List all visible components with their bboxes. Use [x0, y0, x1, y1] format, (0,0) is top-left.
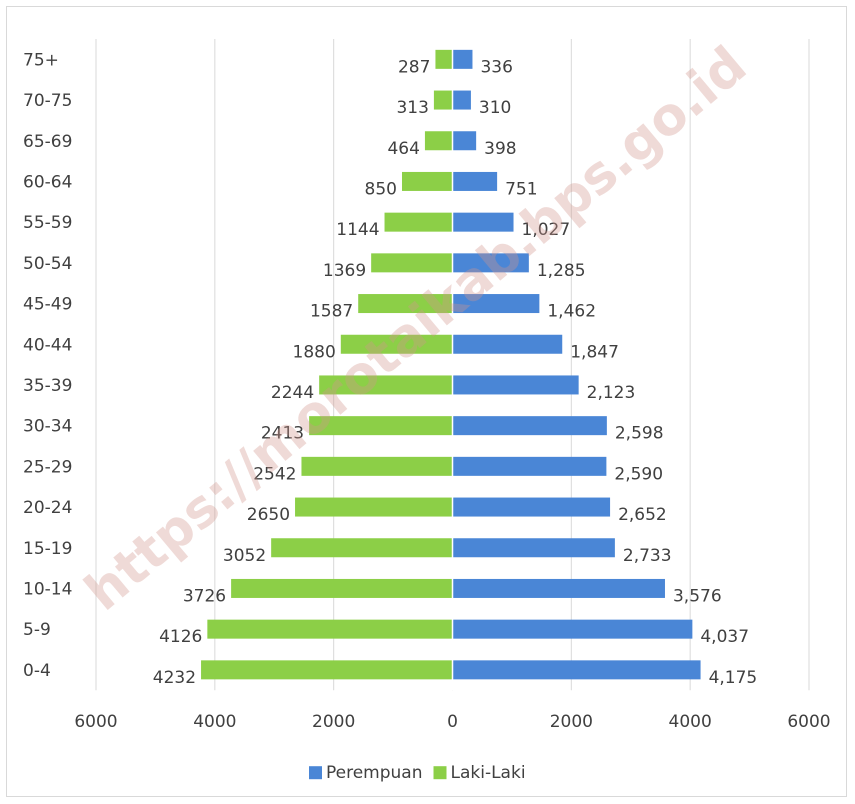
value-labels: 4,175 4232 4,037 4126 3,576 3726 2,733 3052 2,65… — [153, 57, 758, 688]
x-tick-label: 6000 — [74, 712, 117, 732]
value-label-left: 1880 — [293, 342, 336, 362]
value-label-left: 2244 — [271, 383, 314, 403]
population-pyramid-chart: 0-4 5-9 10-14 15-19 20-24 25-29 30-34 35-39 40-4… — [23, 35, 831, 783]
value-label-left: 850 — [365, 179, 397, 199]
legend: Perempuan Laki-Laki — [309, 763, 526, 783]
bar-perempuan — [452, 456, 607, 476]
category-label: 60-64 — [23, 172, 72, 192]
value-label-left: 3726 — [183, 586, 226, 606]
category-label: 15-19 — [23, 539, 72, 559]
value-label-left: 4126 — [159, 627, 202, 647]
value-label-right: 336 — [480, 57, 512, 77]
watermark-text: https://morotaikab.bps.go.id — [74, 35, 758, 622]
category-label: 20-24 — [23, 498, 72, 518]
bar-perempuan — [452, 49, 473, 69]
value-label-left: 1587 — [310, 302, 353, 322]
value-label-right: 2,123 — [587, 383, 636, 403]
bar-perempuan — [452, 375, 579, 395]
value-label-left: 287 — [398, 57, 430, 77]
category-label: 35-39 — [23, 376, 72, 396]
value-label-right: 1,847 — [570, 342, 619, 362]
value-label-right: 2,652 — [618, 505, 667, 525]
category-label: 65-69 — [23, 132, 72, 152]
bar-laki-laki — [319, 375, 453, 395]
category-label: 5-9 — [23, 620, 51, 640]
bar-laki-laki — [231, 578, 453, 598]
x-tick-label: 2000 — [312, 712, 355, 732]
value-label-right: 1,027 — [522, 220, 571, 240]
value-label-left: 3052 — [223, 546, 266, 566]
value-label-right: 4,037 — [700, 627, 749, 647]
bar-perempuan — [452, 294, 540, 314]
bar-perempuan — [452, 334, 563, 354]
category-label: 75+ — [23, 50, 59, 70]
bar-laki-laki — [301, 456, 453, 476]
bar-laki-laki — [295, 497, 453, 517]
value-label-right: 398 — [484, 139, 516, 159]
value-label-left: 313 — [396, 98, 428, 118]
bar-perempuan — [452, 253, 529, 273]
category-labels: 0-4 5-9 10-14 15-19 20-24 25-29 30-34 35-39 40-4… — [23, 50, 72, 681]
category-label: 45-49 — [23, 295, 72, 315]
x-tick-labels: 6000 4000 2000 0 2000 4000 6000 — [74, 712, 830, 732]
category-label: 50-54 — [23, 254, 72, 274]
value-label-right: 1,285 — [537, 261, 586, 281]
bar-perempuan — [452, 578, 665, 598]
bar-perempuan — [452, 131, 477, 151]
bar-laki-laki — [340, 334, 453, 354]
value-label-right: 4,175 — [709, 668, 758, 688]
bar-perempuan — [452, 212, 514, 232]
bar-perempuan — [452, 660, 701, 680]
category-label: 30-34 — [23, 417, 72, 437]
bar-laki-laki — [371, 253, 453, 273]
bars — [201, 39, 701, 691]
bar-laki-laki — [435, 49, 453, 69]
value-label-left: 464 — [387, 139, 419, 159]
bar-laki-laki — [401, 171, 453, 191]
category-label: 10-14 — [23, 579, 72, 599]
bar-laki-laki — [309, 416, 453, 436]
x-tick-label: 2000 — [550, 712, 593, 732]
bar-perempuan — [452, 416, 607, 436]
bar-perempuan — [452, 538, 615, 558]
bar-laki-laki — [424, 131, 453, 151]
legend-label-laki-laki: Laki-Laki — [451, 763, 526, 783]
x-tick-label: 4000 — [669, 712, 712, 732]
bar-laki-laki — [271, 538, 453, 558]
value-label-right: 310 — [479, 98, 511, 118]
category-label: 70-75 — [23, 91, 72, 111]
legend-label-perempuan: Perempuan — [326, 763, 423, 783]
value-label-left: 2542 — [253, 464, 296, 484]
legend-swatch-laki-laki — [433, 766, 447, 780]
value-label-right: 1,462 — [547, 302, 596, 322]
bar-perempuan — [452, 90, 471, 110]
category-label: 55-59 — [23, 213, 72, 233]
value-label-left: 4232 — [153, 668, 196, 688]
bar-laki-laki — [358, 294, 453, 314]
bar-perempuan — [452, 171, 498, 191]
legend-swatch-perempuan — [309, 766, 322, 780]
bar-laki-laki — [201, 660, 453, 680]
value-label-right: 2,590 — [614, 464, 663, 484]
x-tick-label: 0 — [447, 712, 458, 732]
category-label: 25-29 — [23, 457, 72, 477]
value-label-left: 1369 — [323, 261, 366, 281]
x-tick-label: 4000 — [193, 712, 236, 732]
bar-perempuan — [452, 497, 611, 517]
x-tick-label: 6000 — [787, 712, 830, 732]
bar-laki-laki — [433, 90, 453, 110]
bar-perempuan — [452, 619, 693, 639]
value-label-right: 3,576 — [673, 586, 722, 606]
bar-laki-laki — [384, 212, 453, 232]
category-label: 0-4 — [23, 661, 51, 681]
bar-laki-laki — [207, 619, 453, 639]
value-label-left: 1144 — [336, 220, 379, 240]
value-label-left: 2650 — [247, 505, 290, 525]
value-label-right: 751 — [505, 179, 537, 199]
value-label-right: 2,733 — [623, 546, 672, 566]
value-label-left: 2413 — [261, 424, 304, 444]
category-label: 40-44 — [23, 335, 72, 355]
value-label-right: 2,598 — [615, 424, 664, 444]
chart-frame: 0-4 5-9 10-14 15-19 20-24 25-29 30-34 35-39 40-4… — [6, 6, 847, 797]
